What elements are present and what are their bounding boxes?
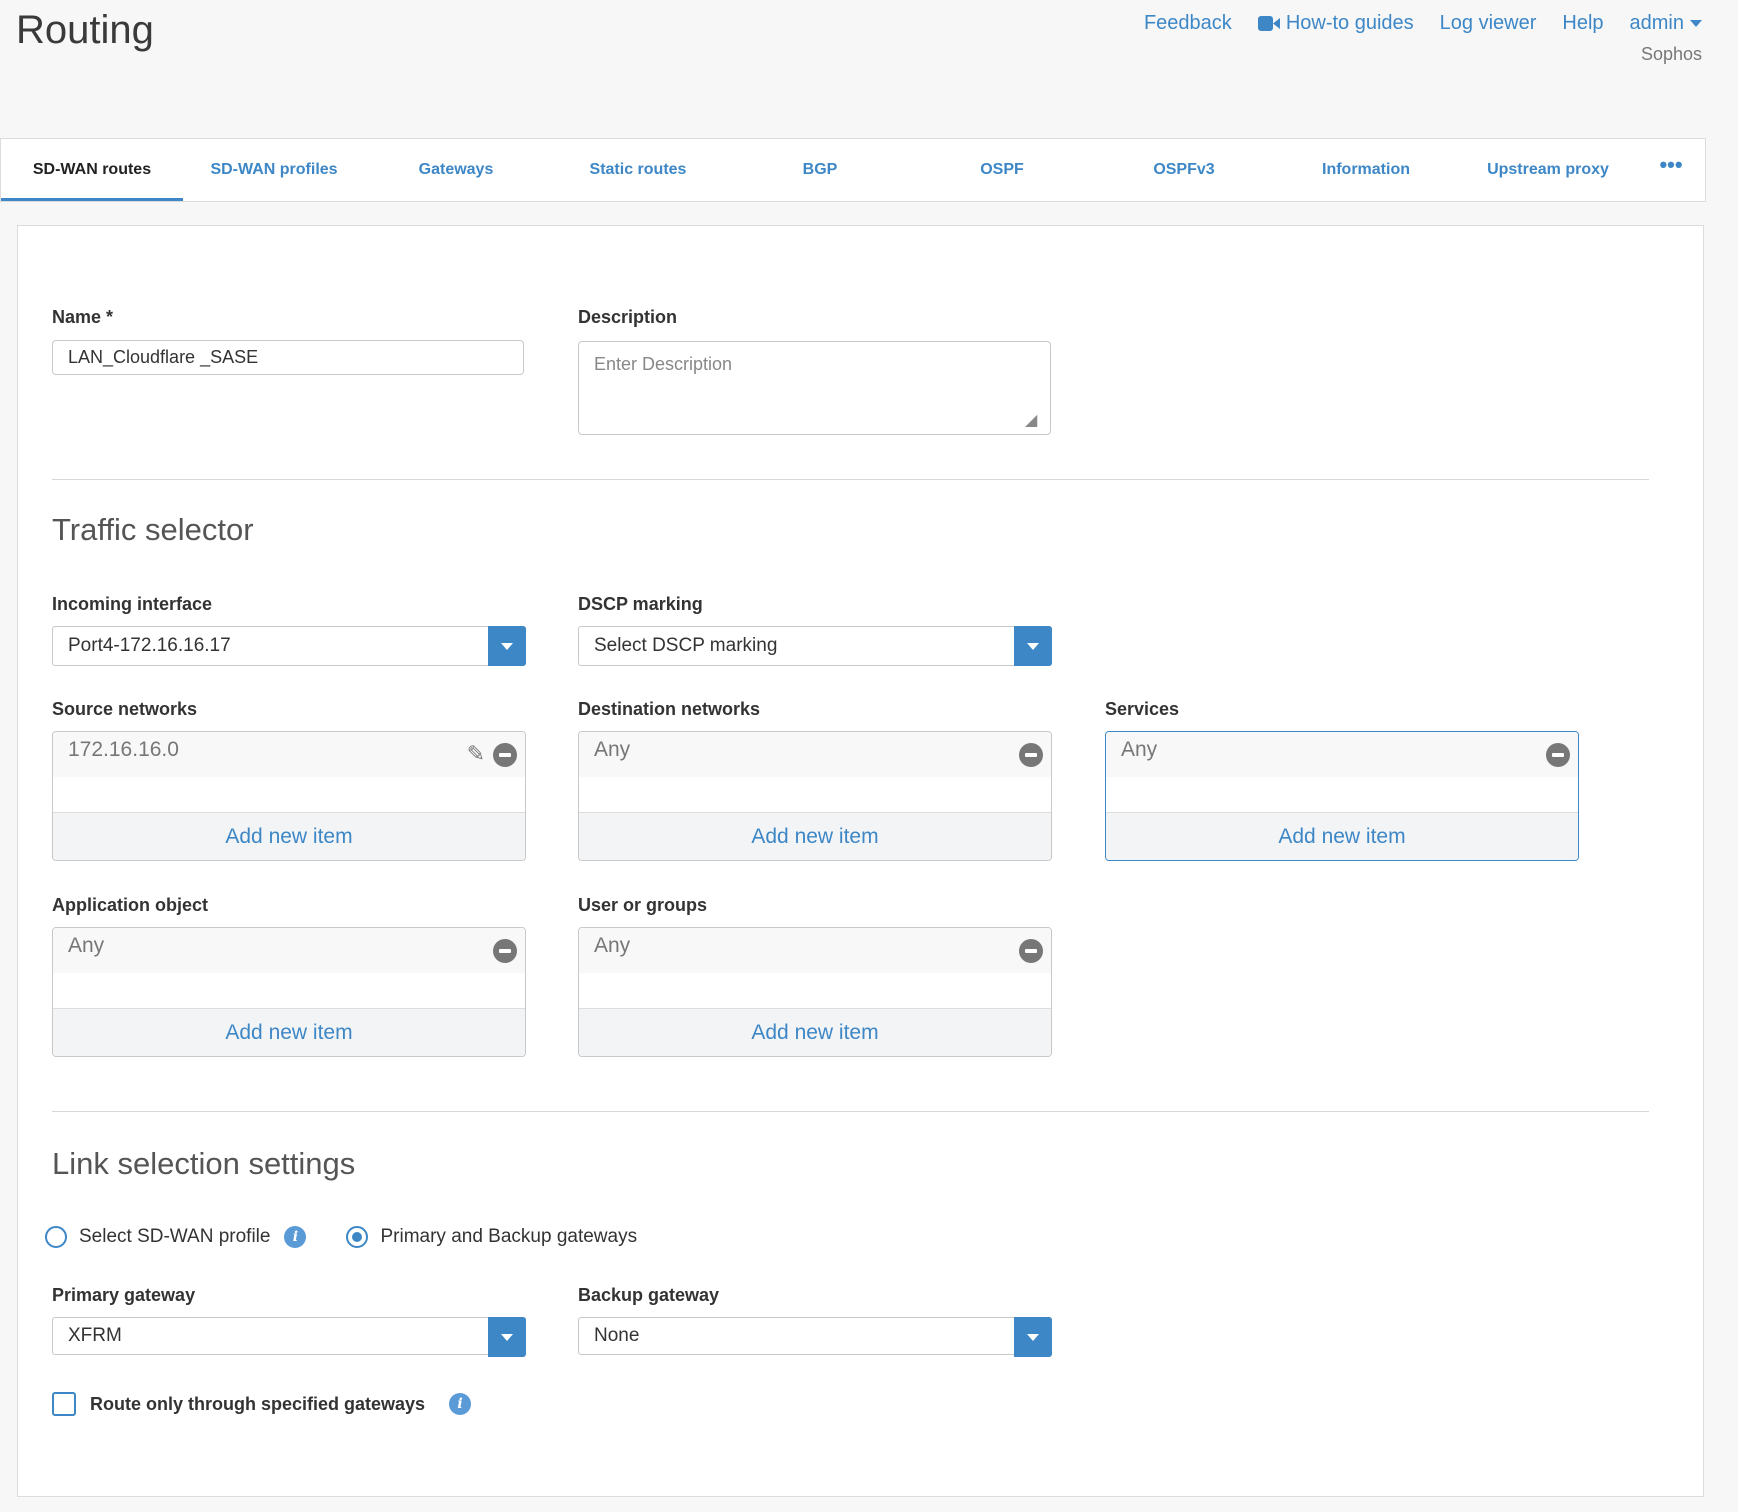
radio-sd-wan-profile-label[interactable]: Select SD-WAN profile xyxy=(79,1226,271,1247)
edit-icon[interactable]: ✎ xyxy=(466,741,485,766)
source-networks-list: 172.16.16.0 ✎ Add new item xyxy=(52,731,526,861)
info-icon[interactable]: i xyxy=(449,1393,472,1415)
info-icon[interactable]: i xyxy=(284,1226,307,1248)
admin-menu[interactable]: admin xyxy=(1629,12,1684,34)
feedback-link[interactable]: Feedback xyxy=(1143,12,1232,34)
remove-icon[interactable] xyxy=(493,743,517,767)
list-item-label: Any xyxy=(1121,738,1158,761)
how-to-guides-link[interactable]: How-to guides xyxy=(1285,12,1414,34)
list-item: Any xyxy=(579,928,1051,973)
dropdown-arrow-icon[interactable] xyxy=(488,626,526,666)
tab-ospfv3[interactable]: OSPFv3 xyxy=(1153,161,1215,178)
dropdown-arrow-icon[interactable] xyxy=(1014,1317,1052,1357)
radio-sd-wan-profile[interactable] xyxy=(45,1226,67,1248)
name-label: Name * xyxy=(52,307,114,327)
chevron-down-icon[interactable] xyxy=(1690,20,1702,27)
company-name: Sophos xyxy=(1640,44,1702,64)
divider xyxy=(52,479,1649,480)
log-viewer-link[interactable]: Log viewer xyxy=(1439,12,1537,34)
services-label: Services xyxy=(1105,699,1180,719)
remove-icon[interactable] xyxy=(1546,743,1570,767)
video-icon xyxy=(1257,16,1280,31)
source-networks-label: Source networks xyxy=(52,699,198,719)
tab-upstream-proxy[interactable]: Upstream proxy xyxy=(1487,161,1609,178)
add-new-item-button[interactable]: Add new item xyxy=(1106,812,1578,860)
remove-icon[interactable] xyxy=(1019,743,1043,767)
divider xyxy=(52,1111,1649,1112)
help-link[interactable]: Help xyxy=(1562,12,1604,34)
list-item-label: Any xyxy=(68,934,105,957)
remove-icon[interactable] xyxy=(1019,939,1043,963)
tab-gateways[interactable]: Gateways xyxy=(418,161,494,178)
dropdown-arrow-icon[interactable] xyxy=(1014,626,1052,666)
primary-gateway-select[interactable]: XFRM xyxy=(52,1317,526,1357)
dscp-select[interactable]: Select DSCP marking xyxy=(578,626,1052,666)
add-new-item-button[interactable]: Add new item xyxy=(579,812,1051,860)
route-only-checkbox[interactable] xyxy=(52,1392,76,1416)
list-item: 172.16.16.0 ✎ xyxy=(53,732,525,777)
link-selection-heading: Link selection settings xyxy=(52,1146,356,1181)
route-only-row: Route only through specified gateways i xyxy=(52,1392,472,1416)
remove-icon[interactable] xyxy=(493,939,517,963)
list-item-label: 172.16.16.0 xyxy=(68,738,179,761)
backup-gateway-label: Backup gateway xyxy=(578,1285,720,1305)
add-new-item-button[interactable]: Add new item xyxy=(53,1008,525,1056)
list-item-label: Any xyxy=(594,738,631,761)
description-label: Description xyxy=(578,307,678,327)
tab-ospf[interactable]: OSPF xyxy=(980,161,1024,178)
name-input[interactable]: LAN_Cloudflare _SASE xyxy=(52,340,524,375)
tab-bgp[interactable]: BGP xyxy=(802,161,838,178)
services-list: Any Add new item xyxy=(1105,731,1579,861)
resize-handle-icon[interactable]: ◢ xyxy=(1025,412,1038,429)
dropdown-arrow-icon[interactable] xyxy=(488,1317,526,1357)
page-title: Routing xyxy=(16,8,154,52)
primary-gateway-label: Primary gateway xyxy=(52,1285,196,1305)
dscp-value: Select DSCP marking xyxy=(594,635,778,656)
top-links: Feedback How-to guides Log viewer Help a… xyxy=(1144,12,1702,35)
add-new-item-button[interactable]: Add new item xyxy=(53,812,525,860)
backup-gateway-select[interactable]: None xyxy=(578,1317,1052,1357)
tab-static-routes[interactable]: Static routes xyxy=(589,161,687,178)
tab-bar: SD-WAN routes SD-WAN profiles Gateways S… xyxy=(0,138,1706,202)
list-item-label: Any xyxy=(594,934,631,957)
list-item: Any xyxy=(53,928,525,973)
description-textarea[interactable]: Enter Description xyxy=(578,341,1051,435)
incoming-interface-select[interactable]: Port4-172.16.16.17 xyxy=(52,626,526,666)
link-selection-radios: Select SD-WAN profile i Primary and Back… xyxy=(45,1226,637,1248)
primary-gateway-value: XFRM xyxy=(68,1325,122,1346)
list-item: Any xyxy=(1106,732,1578,777)
user-groups-list: Any Add new item xyxy=(578,927,1052,1057)
destination-networks-list: Any Add new item xyxy=(578,731,1052,861)
radio-primary-backup-label[interactable]: Primary and Backup gateways xyxy=(380,1226,638,1247)
form-panel xyxy=(17,225,1704,1497)
add-new-item-button[interactable]: Add new item xyxy=(579,1008,1051,1056)
tab-sd-wan-profiles[interactable]: SD-WAN profiles xyxy=(210,161,338,178)
traffic-selector-heading: Traffic selector xyxy=(52,512,254,547)
destination-networks-label: Destination networks xyxy=(578,699,761,719)
list-item: Any xyxy=(579,732,1051,777)
backup-gateway-value: None xyxy=(594,1325,640,1346)
incoming-interface-value: Port4-172.16.16.17 xyxy=(68,635,231,656)
user-groups-label: User or groups xyxy=(578,895,708,915)
application-object-list: Any Add new item xyxy=(52,927,526,1057)
tab-sd-wan-routes[interactable]: SD-WAN routes xyxy=(1,139,183,201)
route-only-label[interactable]: Route only through specified gateways xyxy=(90,1393,426,1414)
application-object-label: Application object xyxy=(52,895,209,915)
dscp-label: DSCP marking xyxy=(578,594,703,614)
more-tabs-icon[interactable]: ••• xyxy=(1659,152,1683,177)
incoming-interface-label: Incoming interface xyxy=(52,594,213,614)
tab-information[interactable]: Information xyxy=(1322,161,1410,178)
radio-primary-backup[interactable] xyxy=(346,1226,369,1248)
